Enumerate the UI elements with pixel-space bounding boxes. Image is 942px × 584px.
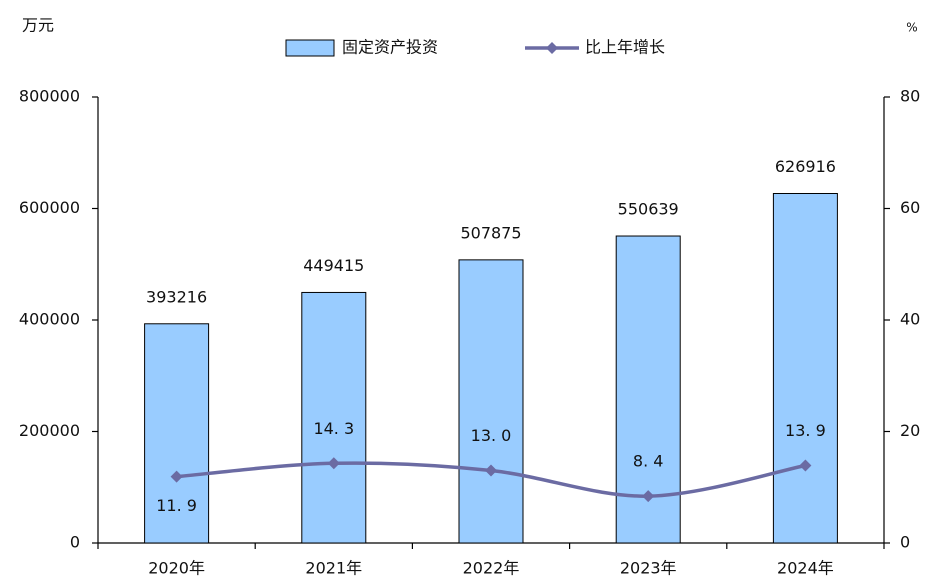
y-axis-label: 万元 [22,16,54,35]
x-tick-label: 2022年 [463,559,520,578]
y-tick-label: 400000 [19,310,80,329]
bar-value-label: 393216 [146,287,207,306]
line-value-label: 13. 9 [785,421,826,440]
line-marker [327,457,340,470]
bar [772,192,838,544]
legend-label: 比上年增长 [585,38,665,57]
line-marker [642,490,655,503]
x-tick-label: 2024年 [777,559,834,578]
bar [301,291,367,544]
x-tick-label: 2020年 [148,559,205,578]
x-tick-label: 2023年 [620,559,677,578]
bar-value-label: 550639 [618,200,679,219]
y-tick-label: 200000 [19,421,80,440]
y-tick-label: 800000 [19,87,80,106]
y2-tick-label: 0 [900,533,910,552]
line-value-label: 11. 9 [156,496,197,515]
x-tick-label: 2021年 [305,559,362,578]
bar [458,259,524,544]
bar-value-label: 507875 [460,223,521,242]
y2-tick-label: 20 [900,421,920,440]
y-tick-label: 0 [70,533,80,552]
bar-value-label: 626916 [775,157,836,176]
y-tick-label: 600000 [19,198,80,217]
y2-tick-label: 40 [900,310,920,329]
line-value-label: 8. 4 [633,452,664,471]
line-marker [799,459,812,472]
bar [144,323,210,544]
legend-label: 固定资产投资 [342,38,438,57]
line-value-label: 14. 3 [313,419,354,438]
y2-axis-label: % [906,21,917,35]
y2-tick-label: 80 [900,87,920,106]
line-value-label: 13. 0 [471,426,512,445]
bar-value-label: 449415 [303,256,364,275]
line-marker [170,470,183,483]
line-marker [485,464,497,477]
legend-marker [546,42,558,54]
legend-swatch [285,39,335,57]
y2-tick-label: 60 [900,198,920,217]
